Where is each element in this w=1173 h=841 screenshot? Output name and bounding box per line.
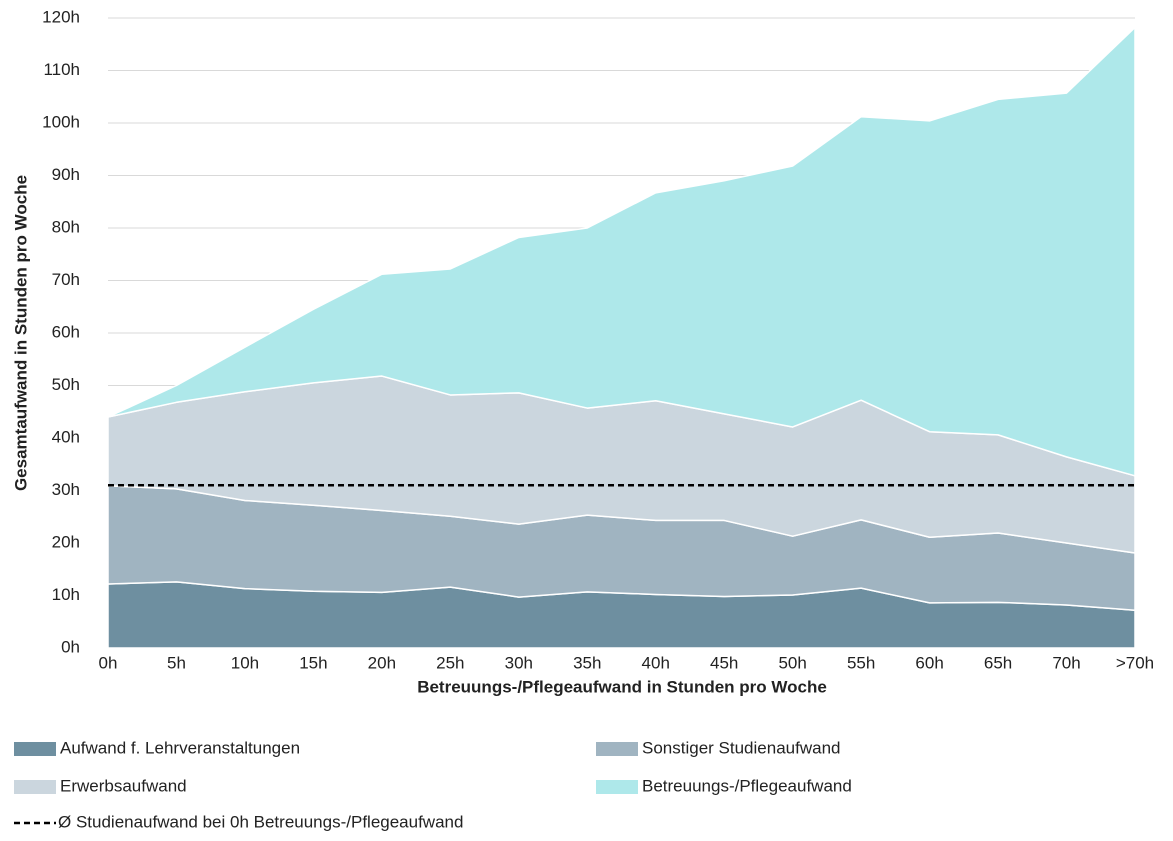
legend-swatch bbox=[596, 780, 638, 794]
y-tick-label: 0h bbox=[61, 637, 80, 656]
x-tick-label: 45h bbox=[710, 653, 738, 672]
y-tick-label: 30h bbox=[52, 480, 80, 499]
area bbox=[107, 26, 1136, 477]
y-tick-label: 60h bbox=[52, 322, 80, 341]
legend-swatch bbox=[14, 742, 56, 756]
y-tick-label: 20h bbox=[52, 532, 80, 551]
y-tick-label: 80h bbox=[52, 217, 80, 236]
x-tick-label: 5h bbox=[167, 653, 186, 672]
legend-swatch bbox=[596, 742, 638, 756]
legend-swatch bbox=[14, 780, 56, 794]
y-tick-label: 50h bbox=[52, 375, 80, 394]
x-tick-label: 25h bbox=[436, 653, 464, 672]
y-axis-title: Gesamtaufwand in Stunden pro Woche bbox=[11, 175, 30, 491]
y-tick-label: 40h bbox=[52, 427, 80, 446]
y-tick-label: 70h bbox=[52, 270, 80, 289]
x-tick-label: 50h bbox=[778, 653, 806, 672]
y-tick-label: 100h bbox=[42, 112, 80, 131]
x-tick-label: 65h bbox=[984, 653, 1012, 672]
x-tick-label: 40h bbox=[642, 653, 670, 672]
legend-label: Betreuungs-/Pflegeaufwand bbox=[642, 776, 852, 795]
legend-label: Ø Studienaufwand bei 0h Betreuungs-/Pfle… bbox=[58, 812, 463, 831]
x-tick-label: >70h bbox=[1116, 653, 1154, 672]
y-tick-label: 110h bbox=[43, 60, 80, 79]
x-tick-label: 0h bbox=[99, 653, 118, 672]
x-axis-title: Betreuungs-/Pflegeaufwand in Stunden pro… bbox=[417, 677, 827, 696]
legend-label: Erwerbsaufwand bbox=[60, 776, 187, 795]
x-tick-label: 30h bbox=[505, 653, 533, 672]
x-tick-label: 15h bbox=[299, 653, 327, 672]
y-tick-label: 10h bbox=[52, 585, 80, 604]
x-tick-label: 20h bbox=[368, 653, 396, 672]
y-tick-label: 120h bbox=[42, 7, 80, 26]
x-tick-label: 55h bbox=[847, 653, 875, 672]
y-tick-label: 90h bbox=[52, 165, 80, 184]
x-tick-label: 70h bbox=[1052, 653, 1080, 672]
x-tick-label: 35h bbox=[573, 653, 601, 672]
legend-label: Aufwand f. Lehrveranstaltungen bbox=[60, 738, 300, 757]
x-tick-label: 10h bbox=[231, 653, 259, 672]
legend-label: Sonstiger Studienaufwand bbox=[642, 738, 840, 757]
x-tick-label: 60h bbox=[915, 653, 943, 672]
